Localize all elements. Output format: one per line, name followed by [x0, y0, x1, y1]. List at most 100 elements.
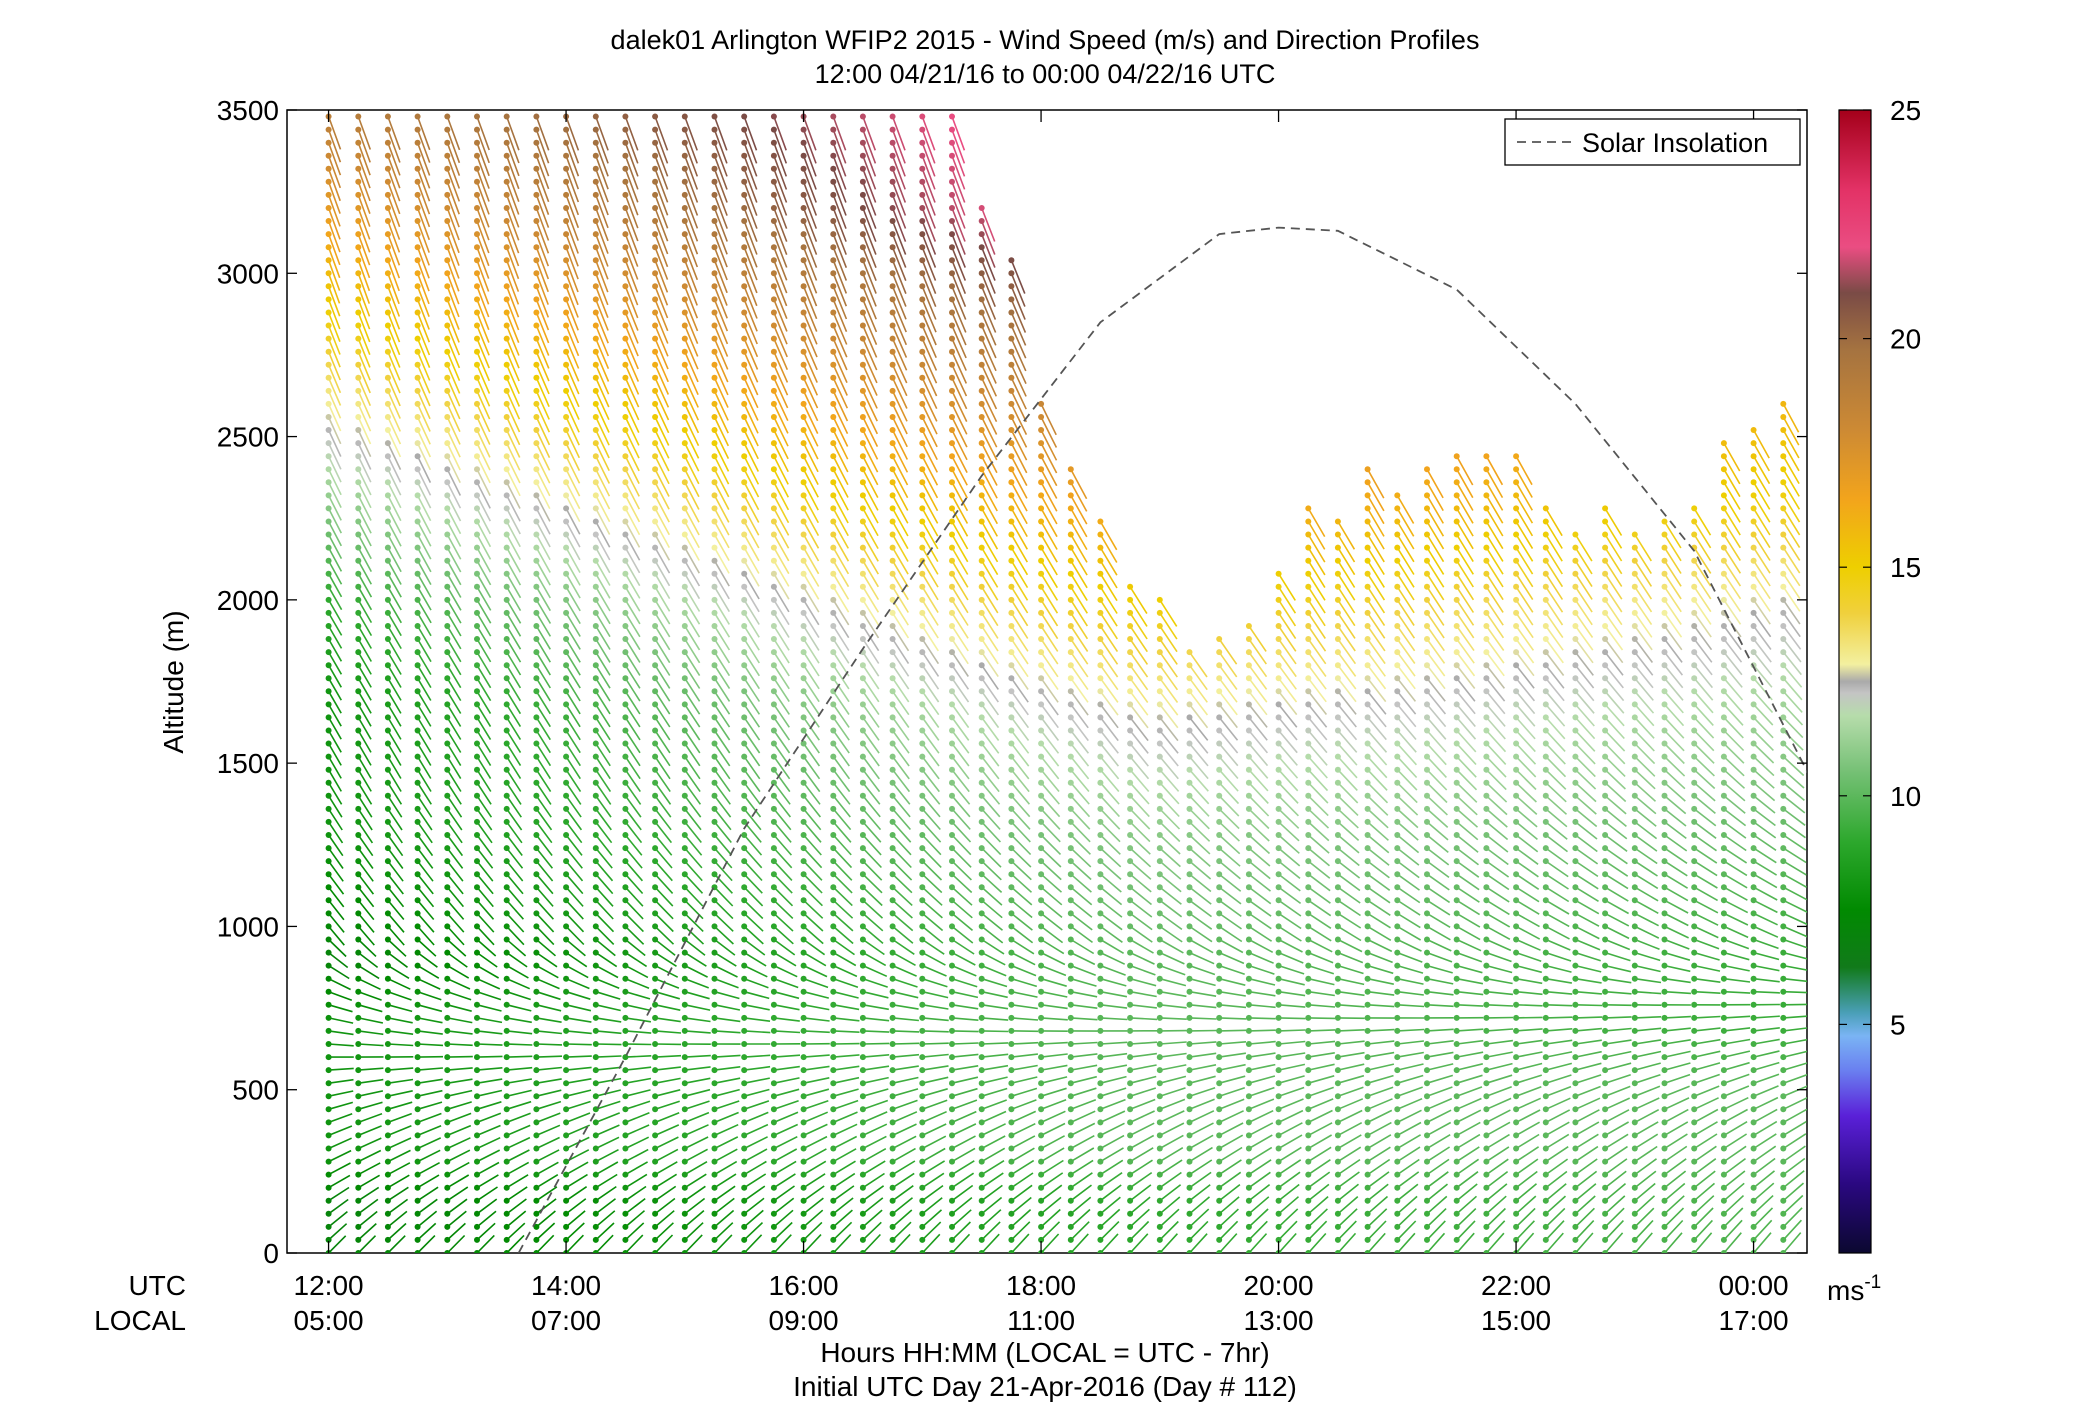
wind-barb-dot [800, 152, 807, 159]
wind-barb-dot [1245, 1014, 1252, 1021]
wind-barb-dot [563, 126, 570, 133]
wind-barb-dot [800, 139, 807, 146]
wind-barb-dot [949, 544, 955, 551]
wind-barb-dot [355, 126, 362, 133]
wind-barb-shaft [416, 573, 432, 598]
wind-barb-dot [533, 1014, 540, 1021]
wind-barb-shaft [327, 743, 342, 766]
wind-barb-dot [325, 165, 332, 172]
wind-barb-dot [503, 766, 510, 773]
wind-barb-shaft [387, 233, 401, 266]
wind-barb-shaft [535, 534, 551, 561]
wind-barb-dot [592, 675, 599, 682]
wind-barb-dot [889, 858, 896, 865]
wind-barb-dot [978, 374, 985, 381]
wind-barb-shaft [654, 769, 671, 793]
wind-barb-shaft [505, 194, 520, 228]
wind-barb-shaft [506, 1174, 529, 1189]
wind-barb-shaft [743, 481, 760, 511]
wind-barb-dot [919, 714, 926, 721]
wind-barb-dot [1067, 1119, 1074, 1126]
wind-barb-dot [800, 1210, 807, 1217]
wind-barb-shaft [684, 508, 700, 536]
wind-barb-shaft [684, 1234, 703, 1253]
wind-barb-dot [741, 662, 748, 669]
wind-barb-shaft [595, 586, 611, 612]
wind-barb-shaft [743, 1148, 768, 1163]
wind-barb-shaft [891, 364, 908, 397]
wind-barb-shaft [535, 782, 552, 805]
wind-barb-dot [1245, 988, 1252, 995]
wind-barb-dot [444, 1236, 451, 1243]
wind-barb-dot [533, 453, 540, 460]
wind-barb-dot [1186, 662, 1193, 669]
wind-barb-shaft [892, 990, 919, 999]
wind-barb-dot [741, 832, 748, 838]
wind-barb-dot [681, 1171, 688, 1178]
wind-barb-dot [741, 348, 748, 355]
wind-barb-dot [1245, 1027, 1252, 1034]
wind-barb-dot [592, 440, 599, 447]
wind-barb-shaft [773, 207, 788, 242]
wind-barb-dot [770, 505, 777, 512]
wind-barb-dot [622, 858, 629, 865]
wind-barb-dot [384, 178, 391, 185]
wind-barb-shaft [624, 599, 641, 625]
wind-barb-dot [503, 858, 510, 865]
wind-barb-dot [533, 753, 540, 760]
wind-barb-dot [1186, 1054, 1193, 1061]
wind-barb-dot [563, 270, 570, 277]
wind-barb-dot [919, 1027, 926, 1034]
wind-barb-dot [474, 858, 480, 865]
wind-barb-dot [859, 453, 866, 460]
wind-barb-dot [1186, 649, 1193, 656]
wind-barb-shaft [684, 416, 700, 447]
wind-barb-dot [859, 871, 866, 878]
wind-barb-shaft [802, 338, 818, 371]
wind-barb-shaft [743, 1209, 764, 1228]
wind-barb-dot [474, 1250, 480, 1253]
wind-barb-shaft [476, 821, 493, 844]
wind-barb-shaft [891, 664, 910, 690]
wind-barb-shaft [744, 1054, 771, 1058]
wind-barb-dot [1067, 609, 1074, 616]
wind-barb-dot [444, 727, 451, 734]
wind-barb-shaft [891, 416, 908, 448]
wind-barb-shaft [476, 495, 492, 522]
wind-barb-dot [1156, 701, 1163, 708]
wind-barb-dot [414, 1250, 421, 1253]
wind-barb-dot [859, 557, 866, 564]
wind-barb-shaft [713, 625, 731, 651]
wind-barb-dot [741, 975, 748, 982]
wind-barb-shaft [892, 899, 913, 919]
wind-barb-dot [889, 1106, 896, 1113]
wind-barb-dot [949, 257, 955, 264]
wind-barb-shaft [595, 495, 611, 523]
wind-barb-dot [444, 152, 451, 159]
wind-barb-shaft [654, 599, 671, 625]
wind-barb-dot [949, 1014, 955, 1021]
wind-barb-dot [681, 871, 688, 878]
wind-barb-dot [711, 1080, 718, 1087]
wind-barb-dot [889, 1001, 896, 1008]
wind-barb-dot [1127, 805, 1134, 812]
wind-barb-shaft [654, 429, 670, 459]
wind-barb-dot [681, 257, 688, 264]
wind-barb-shaft [654, 964, 679, 978]
wind-barb-shaft [833, 990, 859, 999]
wind-barb-shaft [921, 299, 937, 333]
wind-barb-dot [355, 1080, 362, 1087]
wind-barb-shaft [922, 1099, 948, 1111]
wind-barb-dot [711, 244, 718, 251]
wind-barb-dot [859, 544, 866, 551]
wind-barb-shaft [446, 1234, 466, 1253]
wind-barb-dot [889, 335, 896, 342]
wind-barb-dot [355, 191, 362, 198]
wind-barb-dot [444, 440, 451, 447]
wind-barb-shaft [921, 1172, 945, 1189]
wind-barb-shaft [891, 246, 907, 281]
wind-barb-dot [592, 309, 599, 316]
wind-barb-dot [563, 766, 570, 773]
wind-barb-shaft [357, 312, 371, 343]
wind-barb-dot [325, 662, 332, 669]
